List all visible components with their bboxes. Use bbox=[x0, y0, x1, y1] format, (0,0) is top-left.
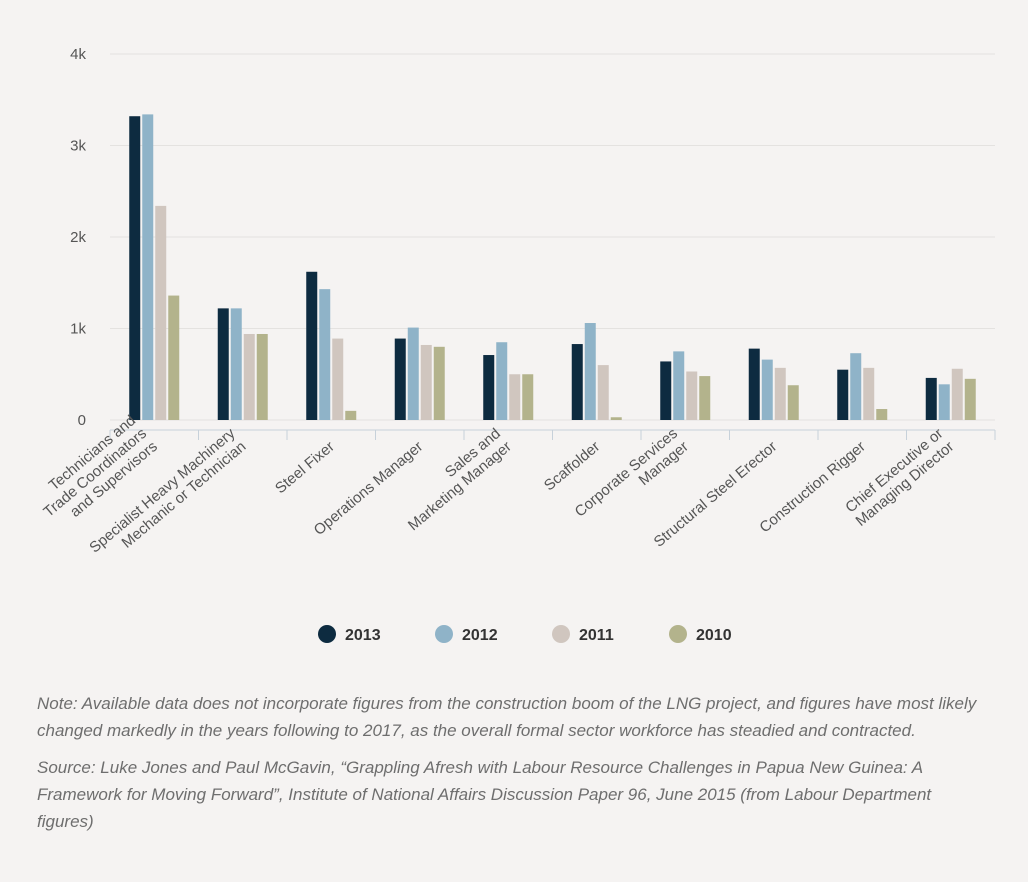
x-tick-label-group: Steel Fixer bbox=[272, 438, 338, 497]
source: Source: Luke Jones and Paul McGavin, “Gr… bbox=[37, 758, 932, 831]
bar bbox=[243, 333, 255, 420]
note: Note: Available data does not incorporat… bbox=[37, 694, 977, 740]
bar bbox=[332, 338, 344, 420]
y-tick-label: 3k bbox=[70, 138, 86, 155]
bar bbox=[319, 289, 331, 420]
legend-swatch bbox=[669, 625, 687, 643]
y-tick-label: 4k bbox=[70, 46, 86, 63]
x-tick-label: Scaffolder bbox=[541, 438, 603, 494]
bar bbox=[660, 361, 672, 420]
bar bbox=[483, 355, 495, 420]
bar bbox=[951, 368, 963, 420]
bar bbox=[610, 417, 622, 420]
bar bbox=[686, 371, 698, 420]
y-tick-label: 2k bbox=[70, 229, 86, 246]
bar bbox=[129, 116, 141, 420]
bar bbox=[142, 114, 154, 420]
bar bbox=[433, 346, 445, 420]
legend-label: 2012 bbox=[462, 627, 498, 644]
bar bbox=[850, 353, 862, 420]
bar bbox=[230, 308, 242, 420]
bar bbox=[863, 367, 875, 420]
notes: Note: Available data does not incorporat… bbox=[37, 690, 987, 845]
bar bbox=[571, 344, 583, 420]
bar bbox=[407, 327, 419, 420]
bar bbox=[306, 271, 318, 420]
bar bbox=[168, 295, 180, 420]
bar bbox=[256, 333, 268, 420]
x-tick-label: Steel Fixer bbox=[272, 438, 338, 497]
bar bbox=[509, 374, 521, 420]
bar bbox=[876, 409, 888, 420]
bar bbox=[699, 376, 711, 420]
bar bbox=[345, 410, 357, 420]
y-tick-label: 1k bbox=[70, 321, 86, 338]
bar bbox=[774, 367, 786, 420]
bar bbox=[761, 359, 773, 420]
legend-swatch bbox=[552, 625, 570, 643]
legend-label: 2013 bbox=[345, 627, 381, 644]
legend-label: 2010 bbox=[696, 627, 732, 644]
bar bbox=[584, 323, 596, 420]
legend-swatch bbox=[435, 625, 453, 643]
legend-label: 2011 bbox=[579, 627, 614, 644]
bar bbox=[673, 351, 685, 420]
bar bbox=[155, 205, 167, 420]
bar bbox=[394, 338, 406, 420]
bar bbox=[837, 369, 849, 420]
legend-swatch bbox=[318, 625, 336, 643]
bar bbox=[597, 365, 609, 420]
bar bbox=[748, 348, 760, 420]
y-tick-label: 0 bbox=[78, 412, 86, 429]
bar bbox=[522, 374, 534, 420]
bar bbox=[420, 344, 432, 420]
bar bbox=[787, 385, 799, 420]
bar bbox=[964, 378, 976, 420]
x-tick-label-group: Scaffolder bbox=[541, 438, 603, 494]
bar bbox=[217, 308, 229, 420]
bar bbox=[925, 377, 937, 420]
bar bbox=[938, 384, 950, 420]
bar bbox=[496, 342, 508, 420]
